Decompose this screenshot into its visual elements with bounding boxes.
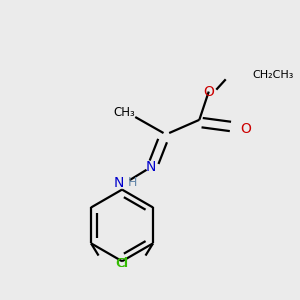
Text: O: O	[240, 122, 251, 136]
Text: CH₃: CH₃	[113, 106, 135, 119]
Text: CH₂CH₃: CH₂CH₃	[252, 70, 293, 80]
Text: N: N	[114, 176, 124, 190]
Text: Cl: Cl	[116, 256, 129, 270]
Text: O: O	[203, 85, 214, 99]
Text: Cl: Cl	[116, 256, 128, 270]
Text: H: H	[128, 176, 137, 190]
Text: N: N	[145, 160, 155, 174]
